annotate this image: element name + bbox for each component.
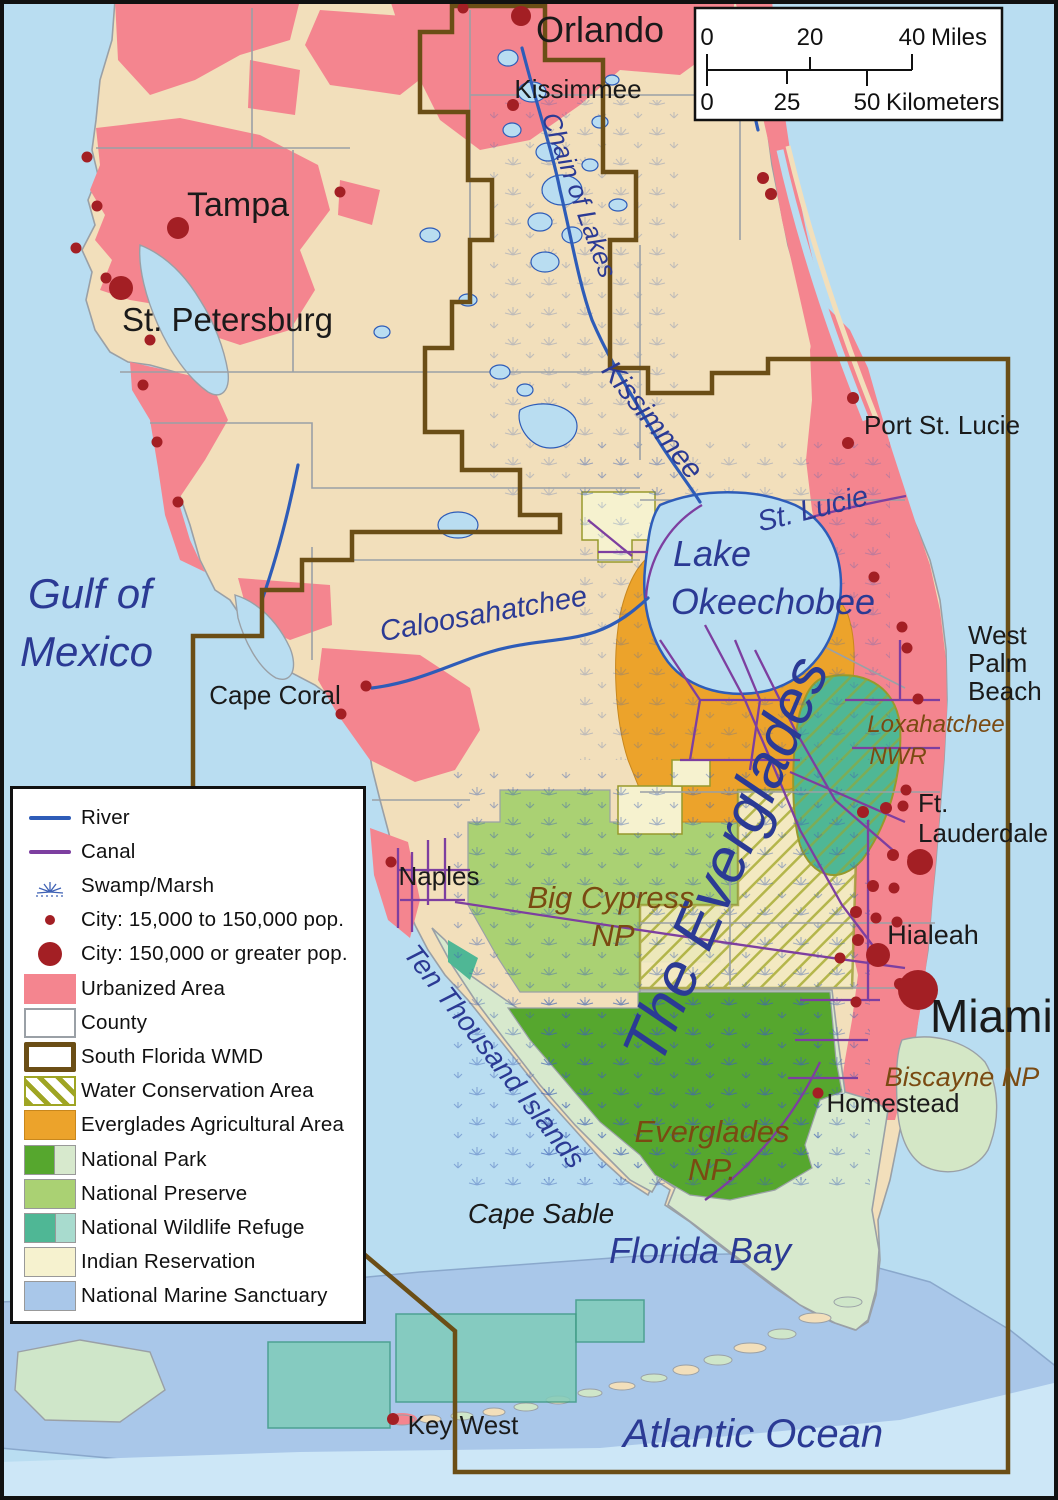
- legend-row-national-preserve: National Preserve: [19, 1177, 353, 1210]
- label-loxahatchee-1: Loxahatchee: [867, 711, 1004, 738]
- legend-label: Indian Reservation: [81, 1250, 256, 1274]
- label-loxahatchee-2: NWR: [869, 743, 926, 770]
- label-lake-okeechobee-2: Okeechobee: [671, 581, 875, 622]
- label-everglades-np-2: NP.: [688, 1152, 736, 1187]
- label-west-palm-1: West: [968, 620, 1028, 650]
- wca-swatch: [24, 1076, 76, 1107]
- label-miami: Miami: [930, 990, 1053, 1042]
- south-florida-wmd-boundary: [190, 3, 1011, 1475]
- national-preserve-swatch: [24, 1178, 76, 1209]
- scale-km-0: 0: [700, 89, 713, 116]
- label-key-west: Key West: [408, 1410, 520, 1440]
- label-big-cypress-1: Big Cypress: [527, 880, 694, 915]
- legend-row-river: River: [19, 801, 353, 834]
- national-park-swatch: [24, 1144, 76, 1175]
- label-everglades-np-1: Everglades: [634, 1114, 789, 1149]
- label-ft-lauderdale-1: Ft.: [918, 788, 948, 818]
- legend-label: Water Conservation Area: [81, 1079, 314, 1103]
- label-cape-sable: Cape Sable: [468, 1198, 614, 1229]
- legend-row-swamp-marsh: Swamp/Marsh: [19, 869, 353, 902]
- dry-tortugas-area: [14, 1339, 166, 1423]
- legend-row-eaa: Everglades Agricultural Area: [19, 1109, 353, 1142]
- label-homestead: Homestead: [827, 1088, 960, 1118]
- indian-reservation-swatch: [24, 1247, 76, 1278]
- marine-sanctuary-swatch: [24, 1281, 76, 1312]
- legend-row-canal: Canal: [19, 835, 353, 868]
- swamp-marsh-icon: [19, 873, 81, 899]
- label-west-palm-2: Palm: [968, 648, 1027, 678]
- legend-label: City: 15,000 to 150,000 pop.: [81, 908, 345, 932]
- lake-okeechobee: [643, 491, 843, 696]
- legend-label: River: [81, 805, 130, 829]
- label-big-cypress-2: NP: [591, 918, 634, 953]
- indian-river-lagoon: [776, 149, 870, 422]
- map-legend: River Canal Swamp/Marsh City: 15,000 to …: [10, 786, 366, 1324]
- label-gulf-of-mexico-1: Gulf of: [28, 570, 156, 617]
- label-port-st-lucie: Port St. Lucie: [864, 410, 1020, 440]
- legend-label: Everglades Agricultural Area: [81, 1113, 345, 1137]
- legend-label: South Florida WMD: [81, 1044, 264, 1068]
- scale-km-25: 25: [774, 89, 801, 116]
- legend-row-marine-sanctuary: National Marine Sanctuary: [19, 1280, 353, 1313]
- legend-label: Canal: [81, 839, 136, 863]
- label-west-palm-3: Beach: [968, 676, 1042, 706]
- label-orlando: Orlando: [536, 9, 664, 50]
- label-atlantic-ocean: Atlantic Ocean: [621, 1412, 883, 1456]
- label-naples: Naples: [399, 861, 480, 891]
- scale-km-unit: Kilometers: [886, 89, 999, 116]
- canal-line-icon: [29, 849, 71, 854]
- legend-label: National Wildlife Refuge: [81, 1215, 305, 1239]
- legend-row-wca: Water Conservation Area: [19, 1075, 353, 1108]
- legend-label: Urbanized Area: [81, 976, 226, 1000]
- county-swatch: [24, 1007, 76, 1038]
- river-line-icon: [29, 815, 71, 820]
- city-dots-large: [109, 6, 938, 1010]
- legend-label: City: 150,000 or greater pop.: [81, 942, 348, 966]
- scale-bar: 0 20 40 Miles 0 25 50 Kilometers: [693, 6, 1004, 122]
- eaa-swatch: [24, 1110, 76, 1141]
- wmd-swatch: [24, 1041, 76, 1072]
- urbanized-swatch: [24, 973, 76, 1004]
- keys-wildlife-refuges: [267, 1299, 645, 1429]
- legend-row-national-park: National Park: [19, 1143, 353, 1176]
- legend-row-indian-reservation: Indian Reservation: [19, 1246, 353, 1279]
- scale-miles-20: 20: [797, 24, 824, 51]
- legend-label: County: [81, 1010, 148, 1034]
- scale-miles-unit: Miles: [931, 24, 987, 51]
- large-city-dot-icon: [38, 942, 62, 967]
- label-biscayne-np: Biscayne NP: [885, 1062, 1040, 1092]
- wildlife-refuge-swatch: [24, 1212, 76, 1243]
- label-st-petersburg: St. Petersburg: [122, 301, 333, 338]
- legend-label: Swamp/Marsh: [81, 873, 215, 897]
- legend-row-wildlife-refuge: National Wildlife Refuge: [19, 1211, 353, 1244]
- canals: [396, 494, 940, 1201]
- label-kissimmee: Kissimmee: [514, 74, 641, 104]
- label-gulf-of-mexico-2: Mexico: [20, 628, 153, 675]
- legend-label: National Preserve: [81, 1181, 248, 1205]
- legend-row-city-small: City: 15,000 to 150,000 pop.: [19, 904, 353, 937]
- label-lake-okeechobee-1: Lake: [673, 533, 751, 574]
- small-city-dot-icon: [45, 915, 55, 926]
- legend-label: National Marine Sanctuary: [81, 1284, 328, 1308]
- legend-row-urbanized: Urbanized Area: [19, 972, 353, 1005]
- label-cape-coral: Cape Coral: [209, 680, 341, 710]
- label-hialeah: Hialeah: [887, 920, 979, 950]
- scale-miles-40: 40: [899, 24, 926, 51]
- biscayne-np-area: [895, 1036, 998, 1173]
- label-ft-lauderdale-2: Lauderdale: [918, 818, 1048, 848]
- label-florida-bay: Florida Bay: [609, 1230, 793, 1271]
- legend-label: National Park: [81, 1147, 207, 1171]
- scale-km-50: 50: [854, 89, 881, 116]
- legend-row-wmd: South Florida WMD: [19, 1040, 353, 1073]
- barrier-island: [785, 145, 879, 419]
- scale-miles-0: 0: [700, 24, 713, 51]
- label-tampa: Tampa: [187, 186, 289, 224]
- legend-row-county: County: [19, 1006, 353, 1039]
- legend-row-city-large: City: 150,000 or greater pop.: [19, 938, 353, 971]
